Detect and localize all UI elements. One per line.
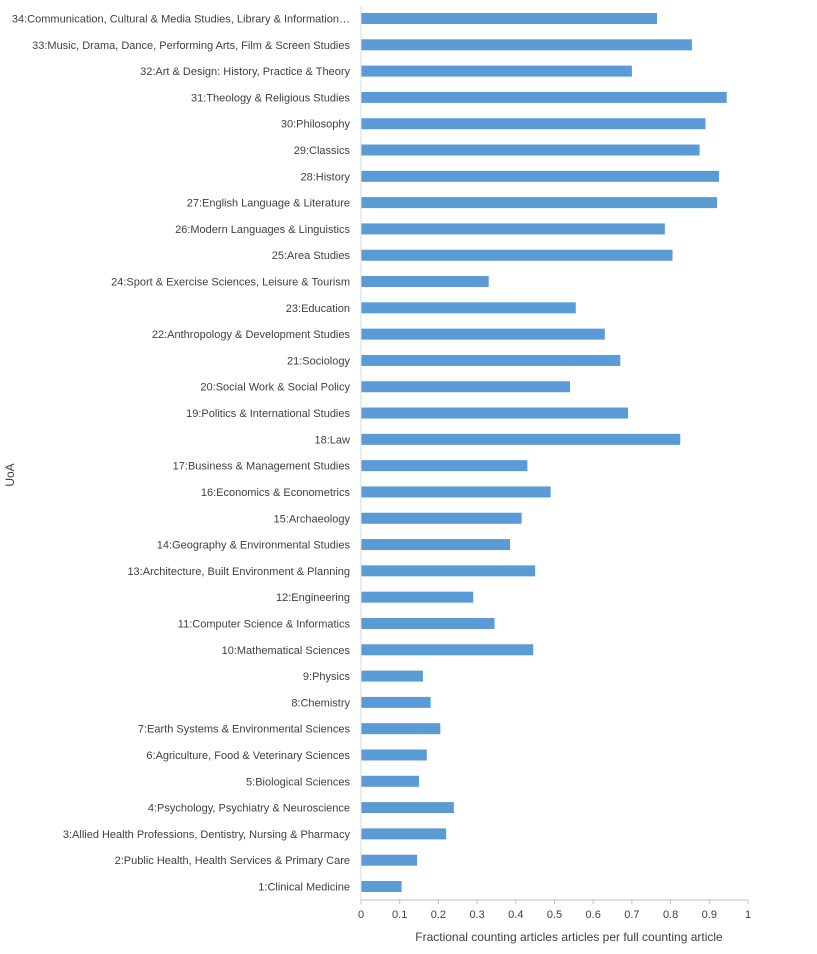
bar <box>361 828 447 840</box>
bar <box>361 644 534 656</box>
bar <box>361 381 570 393</box>
category-label: 12:Engineering <box>276 592 350 604</box>
bar <box>361 407 629 419</box>
category-label: 30:Philosophy <box>281 119 351 131</box>
category-label: 7:Earth Systems & Environmental Sciences <box>138 724 351 736</box>
bar <box>361 881 402 892</box>
category-label: 26:Modern Languages & Linguistics <box>175 224 350 236</box>
category-label: 27:English Language & Literature <box>187 198 350 210</box>
bar <box>361 91 727 103</box>
category-label: 24:Sport & Exercise Sciences, Leisure & … <box>111 277 350 289</box>
category-label: 21:Sociology <box>287 355 350 367</box>
x-tick-label: 0.9 <box>702 909 717 921</box>
category-label: 11:Computer Science & Informatics <box>178 618 351 630</box>
bar <box>361 276 489 288</box>
x-tick-label: 0.1 <box>392 909 407 921</box>
category-label: 25:Area Studies <box>272 250 351 262</box>
x-axis-title: Fractional counting articles articles pe… <box>415 930 723 944</box>
x-tick-label: 0.7 <box>624 909 639 921</box>
bar <box>361 249 673 261</box>
category-label: 18:Law <box>315 434 351 446</box>
category-label: 4:Psychology, Psychiatry & Neuroscience <box>148 803 350 815</box>
category-label: 6:Agriculture, Food & Veterinary Science… <box>146 750 350 762</box>
bar <box>361 696 431 708</box>
category-label: 34:Communication, Cultural & Media Studi… <box>12 14 350 26</box>
category-label: 8:Chemistry <box>291 697 350 709</box>
x-tick-label: 0.5 <box>547 909 562 921</box>
bar <box>361 170 719 182</box>
category-label: 1:Clinical Medicine <box>258 882 350 894</box>
category-label: 10:Mathematical Sciences <box>222 645 351 657</box>
category-label: 29:Classics <box>294 145 351 157</box>
x-tick-label: 1 <box>745 909 751 921</box>
category-label: 33:Music, Drama, Dance, Performing Arts,… <box>32 40 350 52</box>
bar <box>361 854 418 866</box>
category-label: 22:Anthropology & Development Studies <box>152 329 351 341</box>
bar <box>361 39 692 51</box>
x-tick-label: 0.6 <box>586 909 601 921</box>
bar <box>361 460 528 472</box>
bar <box>361 670 423 682</box>
bar <box>361 749 427 761</box>
x-tick-label: 0.4 <box>508 909 523 921</box>
x-tick-label: 0.8 <box>663 909 678 921</box>
bar <box>361 775 420 787</box>
category-label: 16:Economics & Econometrics <box>201 487 351 499</box>
bar <box>361 486 551 498</box>
bar <box>361 302 576 314</box>
bar <box>361 617 495 629</box>
category-label: 9:Physics <box>303 671 351 683</box>
category-label: 19:Politics & International Studies <box>186 408 350 420</box>
category-label: 17:Business & Management Studies <box>173 461 351 473</box>
bar <box>361 723 441 735</box>
category-label: 31:Theology & Religious Studies <box>191 92 350 104</box>
category-label: 32:Art & Design: History, Practice & The… <box>140 66 350 78</box>
bar <box>361 512 522 524</box>
category-label: 28:History <box>300 171 350 183</box>
bar <box>361 433 681 445</box>
bar <box>361 223 665 235</box>
x-tick-label: 0.2 <box>431 909 446 921</box>
bars-group <box>361 13 727 892</box>
y-axis-title: UoA <box>3 463 17 486</box>
x-tick-labels: 0 0.1 0.2 0.3 0.4 0.5 0.6 0.7 0.8 0.9 1 <box>358 900 751 921</box>
category-label: 2:Public Health, Health Services & Prima… <box>115 855 350 867</box>
x-tick-label: 0.3 <box>469 909 484 921</box>
x-tick-label: 0 <box>358 909 364 921</box>
category-label: 13:Architecture, Built Environment & Pla… <box>127 566 350 578</box>
bar <box>361 118 706 130</box>
category-label: 14:Geography & Environmental Studies <box>157 540 351 552</box>
category-label: 20:Social Work & Social Policy <box>200 382 350 394</box>
bar <box>361 591 474 603</box>
category-labels: 34:Communication, Cultural & Media Studi… <box>12 14 351 894</box>
bar <box>361 539 510 551</box>
bar <box>361 65 632 77</box>
bar <box>361 802 454 814</box>
category-label: 23:Education <box>286 303 350 315</box>
bar <box>361 13 658 24</box>
bar <box>361 565 536 577</box>
bar <box>361 328 605 340</box>
bar <box>361 197 718 209</box>
bar <box>361 354 621 366</box>
category-label: 15:Archaeology <box>274 513 351 525</box>
category-label: 3:Allied Health Professions, Dentistry, … <box>63 829 351 841</box>
bar <box>361 144 700 156</box>
category-label: 5:Biological Sciences <box>246 776 350 788</box>
